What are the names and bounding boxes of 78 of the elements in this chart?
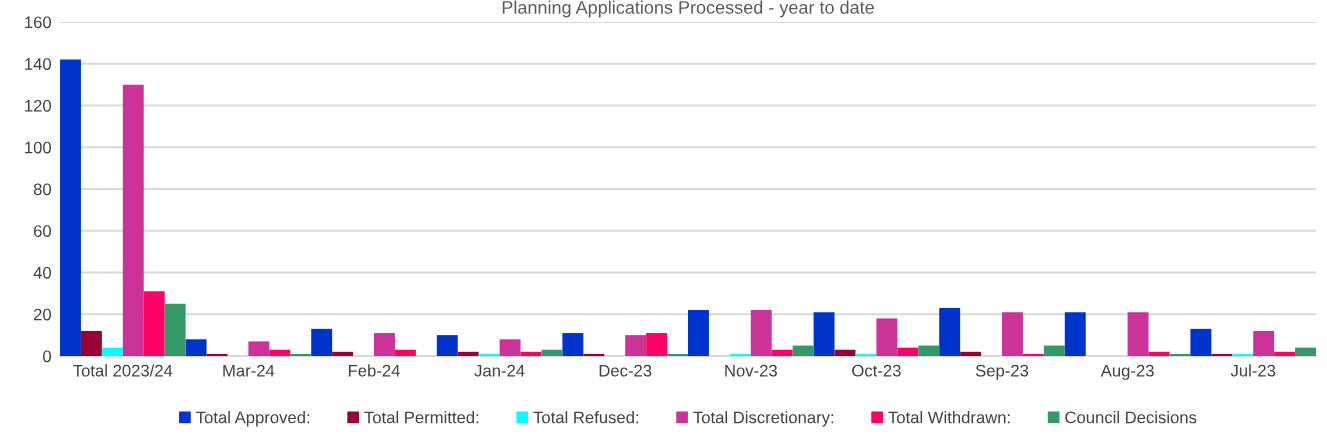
bar [1253,330,1275,356]
y-tick-label: 100 [25,141,52,154]
bar [436,335,458,356]
bar [876,318,898,356]
bar [834,349,856,356]
bar [1211,353,1233,356]
bar [939,307,961,356]
bar [185,339,207,356]
x-tick-label: Total 2023/24 [73,364,173,377]
y-tick-label: 120 [25,99,52,112]
bar [269,349,291,356]
bar [457,351,479,356]
bar [374,333,395,356]
bar [646,333,668,356]
bar [583,353,605,356]
bar [562,333,584,356]
bar [248,341,270,356]
bar [855,353,877,356]
bar [1274,351,1296,356]
x-tick-label: Aug-23 [1100,364,1154,380]
bar [80,330,102,356]
bar [164,303,186,356]
x-tick-label: Feb-24 [348,364,400,377]
bar [1043,345,1065,356]
x-tick-label: Mar-24 [223,364,275,377]
bar [541,349,563,356]
bar [499,339,521,356]
bar [394,349,416,356]
y-tick-label: 0 [43,350,52,363]
bar [792,345,814,356]
bar [143,291,165,356]
chart-title: Planning Applications Processed - year to date [502,0,874,18]
legend-label: Total Discretionary: [693,411,834,427]
bar [897,347,919,356]
bar [1190,328,1212,356]
bar [667,353,688,356]
x-tick-label: Oct-23 [852,364,901,377]
bar [1148,351,1170,356]
bar [520,351,542,356]
legend-label: Total Approved: [196,411,310,427]
bar [101,347,123,356]
y-tick-label: 60 [33,225,52,237]
bar [1064,312,1086,356]
bar [1169,353,1191,356]
y-tick-label: 140 [25,58,52,70]
bar [290,353,312,356]
bar [625,335,647,356]
x-tick-label: Jan-24 [474,364,525,377]
y-tick-label: 80 [33,183,52,196]
x-tick-label: Sep-23 [975,364,1029,380]
bar [688,310,709,356]
legend-label: Total Withdrawn: [888,411,1010,424]
bar [1127,312,1149,356]
x-tick-label: Nov-23 [725,364,777,377]
bar [771,349,793,356]
legend-label: Council Decisions [1065,411,1197,424]
bar [1022,353,1044,356]
bar [960,351,982,356]
y-tick-label: 20 [33,308,52,321]
bar [750,310,772,356]
x-tick-label: Jul-23 [1230,364,1276,377]
bar [60,59,81,356]
legend-label: Total Refused: [533,411,639,424]
bar [813,312,835,356]
bar [1295,347,1316,356]
bar [729,353,751,356]
bar [311,328,333,356]
legend-label: Total Permitted: [364,411,479,424]
y-tick-label: 40 [33,266,52,279]
bar [1002,312,1023,356]
bar [206,353,228,356]
bar [918,345,940,356]
x-tick-label: Dec-23 [599,364,652,377]
bar [332,351,354,356]
bar [1232,353,1254,356]
bar [478,353,500,356]
bar [122,84,144,356]
y-tick-label: 160 [25,16,52,29]
